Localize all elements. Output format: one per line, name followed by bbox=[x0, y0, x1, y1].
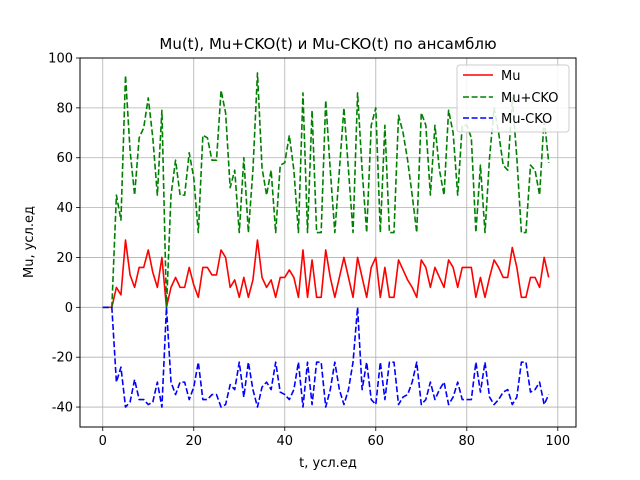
legend-label-mu-plus-cko: Mu+CKO bbox=[501, 91, 558, 106]
legend: Mu Mu+CKO Mu-CKO bbox=[456, 64, 570, 133]
x-tick-label: 60 bbox=[368, 434, 385, 449]
x-axis-label: t, усл.ед bbox=[299, 456, 357, 471]
series-line-0 bbox=[102, 239, 550, 309]
x-tick-label: 0 bbox=[99, 434, 107, 449]
y-tick-label: -40 bbox=[52, 401, 73, 416]
y-tick-label: 20 bbox=[56, 251, 73, 266]
y-tick-label: 0 bbox=[65, 301, 73, 316]
legend-label-mu-minus-cko: Mu-CKO bbox=[501, 112, 552, 127]
x-ticks: 0 20 40 60 80 100 bbox=[99, 427, 570, 449]
y-tick-label: 100 bbox=[48, 52, 73, 67]
series-layer bbox=[102, 72, 550, 408]
series-line-1 bbox=[102, 72, 550, 309]
y-tick-label: 80 bbox=[56, 101, 73, 116]
y-axis-label: Mu, усл.ед bbox=[22, 206, 37, 278]
x-tick-label: 80 bbox=[459, 434, 476, 449]
series-line-2 bbox=[102, 306, 550, 408]
y-tick-label: 40 bbox=[56, 201, 73, 216]
x-tick-label: 20 bbox=[185, 434, 202, 449]
legend-label-mu: Mu bbox=[501, 69, 520, 84]
legend-box bbox=[456, 64, 570, 133]
plot-frame bbox=[79, 57, 577, 428]
y-tick-label: 60 bbox=[56, 151, 73, 166]
y-tick-label: -20 bbox=[52, 351, 73, 366]
chart-title: Mu(t), Mu+CKO(t) и Mu-CKO(t) по ансамблю bbox=[159, 35, 496, 53]
x-tick-label: 100 bbox=[545, 434, 570, 449]
y-ticks: -40 -20 0 20 40 60 80 100 bbox=[48, 52, 80, 416]
x-tick-label: 40 bbox=[276, 434, 293, 449]
